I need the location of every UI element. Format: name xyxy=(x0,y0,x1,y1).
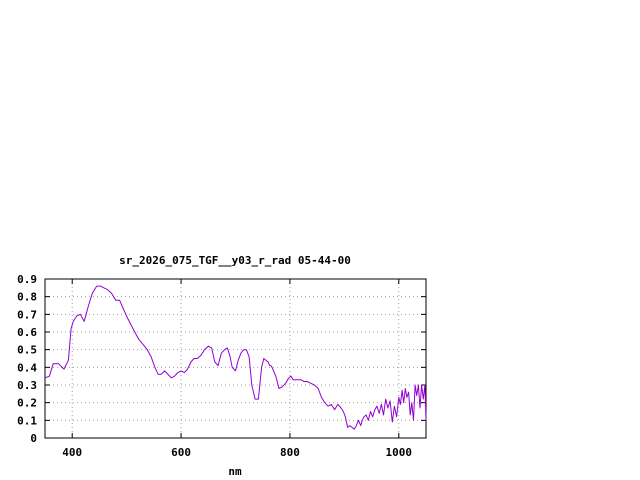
x-tick-label: 800 xyxy=(280,446,300,459)
y-tick-label: 0.6 xyxy=(17,326,37,339)
y-tick-label: 0.3 xyxy=(17,379,37,392)
y-tick-label: 0.9 xyxy=(17,273,37,286)
y-tick-label: 0.8 xyxy=(17,291,37,304)
y-tick-label: 0.1 xyxy=(17,414,37,427)
chart-title: sr_2026_075_TGF__y03_r_rad 05-44-00 xyxy=(119,254,351,267)
plot-frame xyxy=(44,278,427,439)
y-tick-label: 0.5 xyxy=(17,344,37,357)
y-tick-label: 0.2 xyxy=(17,397,37,410)
x-axis-label: nm xyxy=(228,465,242,478)
axis-ticks: 0 0.1 0.2 0.3 0.4 0.5 0.6 0.7 0.8 0.9 400 600 800 100… xyxy=(17,273,426,459)
x-tick-label: 400 xyxy=(62,446,82,459)
y-tick-label: 0 xyxy=(30,432,37,445)
series-layer xyxy=(44,285,427,430)
series-line xyxy=(44,285,427,430)
y-tick-label: 0.4 xyxy=(17,361,37,374)
grid-lines xyxy=(45,279,426,438)
y-tick-label: 0.7 xyxy=(17,308,37,321)
x-tick-label: 600 xyxy=(171,446,191,459)
x-tick-label: 1000 xyxy=(386,446,413,459)
